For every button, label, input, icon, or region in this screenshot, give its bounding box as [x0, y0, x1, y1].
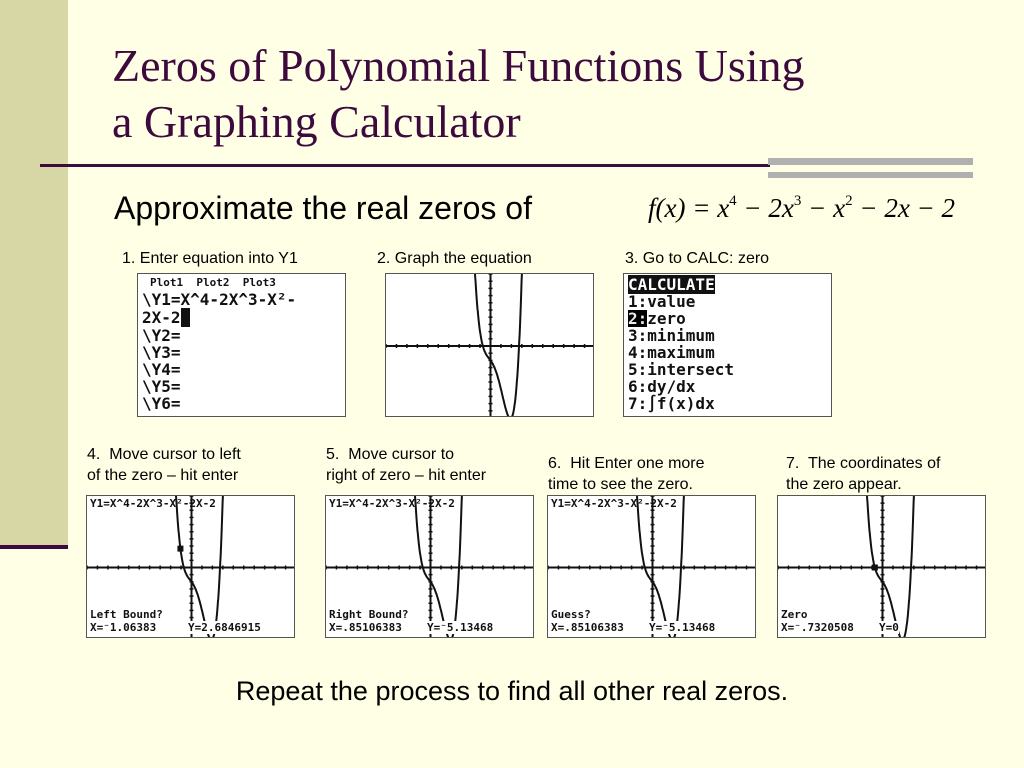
equation-term: − 2x: [743, 193, 794, 223]
y-readout: Y=⁻5.13468: [427, 621, 494, 634]
menu-item-minimum[interactable]: 3:minimum: [628, 326, 715, 345]
menu-item-value[interactable]: 1:value: [628, 292, 696, 311]
sidebar-band: [0, 0, 68, 546]
y1-continued: 2X-2: [142, 308, 191, 327]
text-cursor: [180, 308, 191, 327]
equation-term: − x: [808, 193, 846, 223]
subtitle: Approximate the real zeros of: [114, 190, 532, 226]
y-readout: Y=0: [879, 621, 899, 634]
step-3: 3. Go to CALC: zero: [625, 250, 770, 267]
calc-header: CALCULATE: [628, 275, 715, 294]
equation-term: − 2x − 2: [859, 193, 956, 223]
trace-cursor: [177, 545, 184, 552]
y3-line: \Y3=: [142, 343, 181, 362]
equation-lhs: f(x) =: [648, 193, 711, 223]
graph-plot: [87, 496, 294, 637]
function-curve: [474, 274, 523, 416]
menu-item-integral[interactable]: 7:∫f(x)dx: [628, 394, 715, 413]
screen-right-bound: Y1=X^4-2X^3-X²-2X-2 Right Bound? X=.8510…: [325, 495, 534, 638]
plot-labels: Plot1 Plot2 Plot3: [150, 276, 276, 289]
decorative-bar: [768, 158, 973, 165]
step-6: 6. Hit Enter one more time to see the ze…: [548, 455, 705, 493]
y5-line: \Y5=: [142, 377, 181, 396]
title-line-1: Zeros of Polynomial Functions Using: [112, 40, 805, 91]
step-1: 1. Enter equation into Y1: [122, 250, 298, 267]
screen-y-editor: Plot1 Plot2 Plot3 \Y1=X^4-2X^3-X²- 2X-2 …: [137, 273, 346, 417]
trace-cursor: [871, 564, 878, 571]
screen-calc-menu: CALCULATE 1:value 2:zero 3:minimum 4:max…: [623, 273, 832, 417]
prompt: Right Bound?: [329, 608, 409, 621]
y1-line: \Y1=X^4-2X^3-X²-: [142, 290, 297, 309]
step-7: 7. The coordinates of the zero appear.: [786, 455, 941, 493]
graph-plot: [778, 496, 985, 637]
y1-continued-text: 2X-2: [142, 308, 181, 327]
y-readout: Y=⁻5.13468: [649, 621, 716, 634]
decorative-bar: [768, 172, 973, 178]
y6-line: \Y6=: [142, 394, 181, 413]
graph-equation: Y1=X^4-2X^3-X²-2X-2: [551, 497, 677, 510]
y-readout: Y=2.6846915: [188, 621, 261, 634]
screen-guess: Y1=X^4-2X^3-X²-2X-2 Guess? X=.85106383 Y…: [547, 495, 756, 638]
graph-equation: Y1=X^4-2X^3-X²-2X-2: [90, 497, 216, 510]
title-rule: [40, 164, 770, 167]
step-5: 5. Move cursor to right of zero – hit en…: [326, 446, 487, 484]
step-4: 4. Move cursor to left of the zero – hit…: [87, 446, 241, 484]
title-line-2: a Graphing Calculator: [112, 96, 521, 147]
footer-text: Repeat the process to find all other rea…: [235, 676, 789, 706]
slide-title: Zeros of Polynomial Functions Using a Gra…: [112, 38, 805, 150]
equation: f(x) = x4 − 2x3 − x2 − 2x − 2: [648, 193, 955, 224]
x-readout: X=.85106383: [551, 621, 624, 634]
equation-exponent: 4: [729, 193, 737, 209]
x-readout: X=⁻.7320508: [781, 621, 854, 634]
screen-left-bound: Y1=X^4-2X^3-X²-2X-2 Left Bound? X=⁻1.063…: [86, 495, 295, 638]
equation-exponent: 3: [793, 193, 802, 209]
menu-item-dydx[interactable]: 6:dy/dx: [628, 377, 696, 396]
y2-line: \Y2=: [142, 326, 181, 345]
screen-zero: Zero X=⁻.7320508 Y=0: [777, 495, 986, 638]
graph-plot: [386, 274, 593, 416]
graph-equation: Y1=X^4-2X^3-X²-2X-2: [329, 497, 455, 510]
screen-graph: [385, 273, 594, 417]
prompt: Zero: [781, 608, 808, 621]
calc-header-text: CALCULATE: [628, 275, 715, 294]
sidebar-divider: [0, 545, 68, 549]
x-readout: X=.85106383: [329, 621, 402, 634]
y4-line: \Y4=: [142, 360, 181, 379]
equation-term: x: [717, 193, 730, 223]
menu-item-zero[interactable]: 2:zero: [628, 310, 686, 327]
prompt: Left Bound?: [90, 608, 163, 621]
menu-item-maximum[interactable]: 4:maximum: [628, 343, 715, 362]
prompt: Guess?: [551, 608, 591, 621]
equation-exponent: 2: [845, 193, 853, 209]
menu-item-intersect[interactable]: 5:intersect: [628, 360, 734, 379]
step-2: 2. Graph the equation: [377, 250, 532, 267]
x-readout: X=⁻1.06383: [90, 621, 157, 634]
